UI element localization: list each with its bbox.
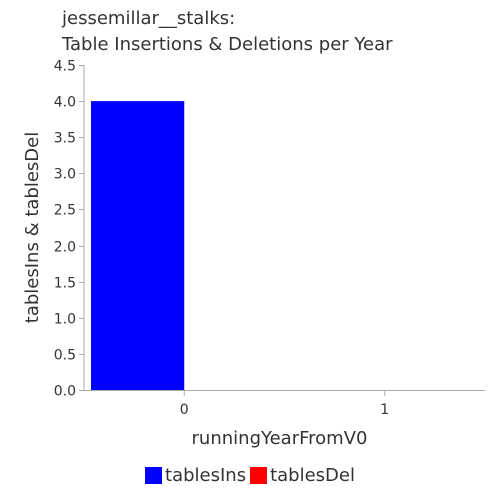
x-tick-label: 1 [380,402,389,418]
y-tick-label: 1.5 [54,276,76,292]
bar-tablesIns-0 [91,101,185,390]
y-axis-title: tablesIns & tablesDel [22,132,43,323]
chart-title: jessemillar__stalks: Table Insertions & … [62,6,393,58]
chart-title-line-2: Table Insertions & Deletions per Year [62,34,393,55]
x-axis-title: runningYearFromV0 [192,428,368,449]
y-tick-label: 0.0 [54,384,76,400]
y-tick-label: 1.0 [54,312,76,328]
legend-label-tablesDel: tablesDel [270,465,355,486]
y-tick-label: 4.5 [54,59,76,75]
chart-title-line-1: jessemillar__stalks: [62,8,236,29]
y-tick-label: 2.0 [54,240,76,256]
legend-label-tablesIns: tablesIns [165,465,247,486]
y-tick-label: 4.0 [54,95,76,111]
y-tick-label: 2.5 [54,203,76,219]
legend-item-tablesIns: tablesIns [145,465,246,486]
legend-swatch-tablesDel [250,467,268,484]
legend-item-tablesDel: tablesDel [250,465,355,486]
legend: tablesIns tablesDel [0,465,500,486]
y-tick-label: 0.5 [54,348,76,364]
y-tick-label: 3.0 [54,167,76,183]
y-tick-label: 3.5 [54,131,76,147]
x-tick-label: 0 [180,402,189,418]
legend-swatch-tablesIns [145,467,163,484]
